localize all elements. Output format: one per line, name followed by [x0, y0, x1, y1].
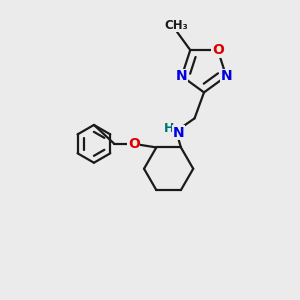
- Text: O: O: [212, 43, 224, 57]
- Text: N: N: [173, 126, 184, 140]
- Text: CH₃: CH₃: [165, 19, 189, 32]
- Text: N: N: [220, 69, 232, 83]
- Text: N: N: [176, 69, 188, 83]
- Text: H: H: [164, 122, 174, 135]
- Text: O: O: [128, 137, 140, 151]
